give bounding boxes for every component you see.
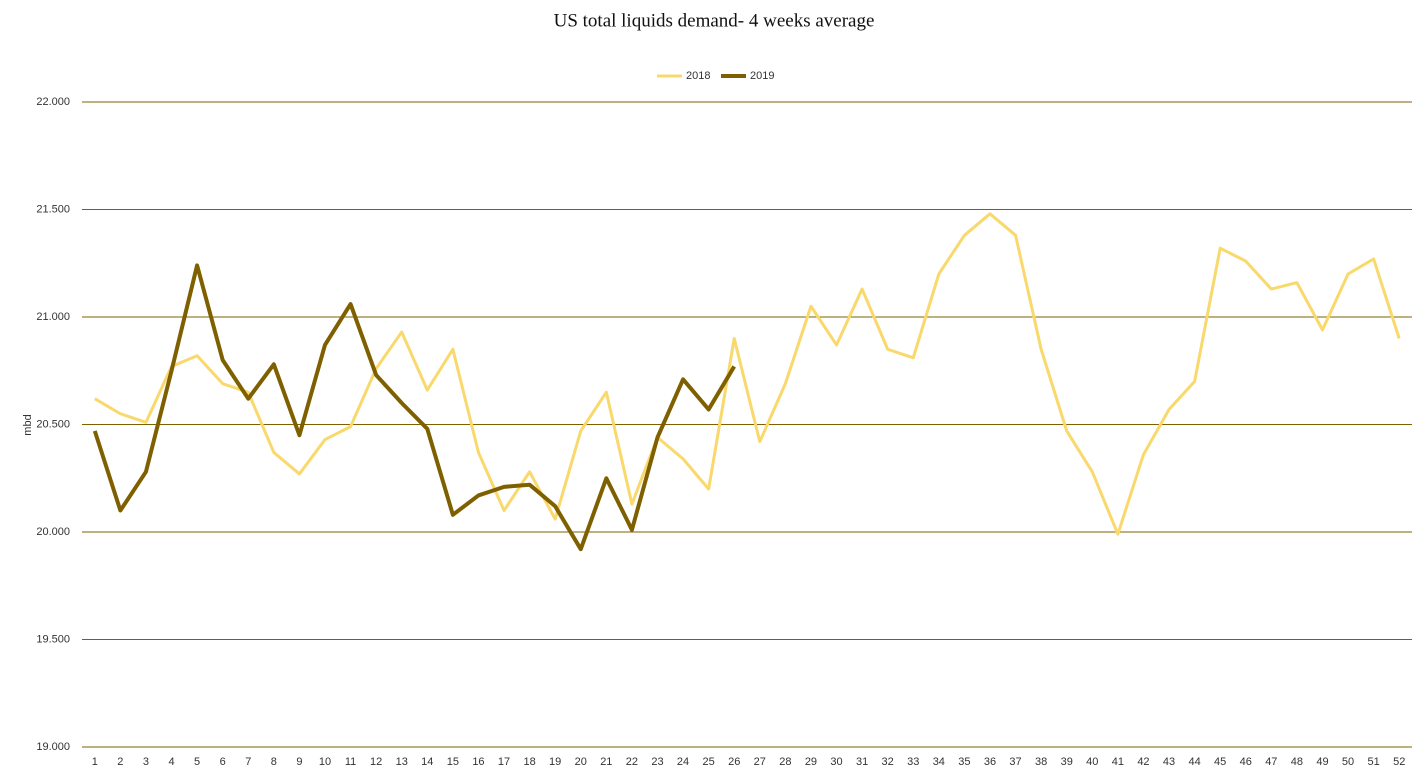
x-tick-label: 20 <box>575 756 587 768</box>
x-tick-label: 16 <box>472 756 484 768</box>
x-tick-label: 39 <box>1061 756 1073 768</box>
x-tick-label: 43 <box>1163 756 1175 768</box>
x-tick-label: 30 <box>830 756 842 768</box>
x-tick-label: 31 <box>856 756 868 768</box>
x-tick-label: 8 <box>271 756 277 768</box>
x-tick-label: 44 <box>1188 756 1200 768</box>
y-tick-label: 20.000 <box>36 526 70 538</box>
x-tick-label: 40 <box>1086 756 1098 768</box>
x-tick-label: 28 <box>779 756 791 768</box>
x-tick-label: 15 <box>447 756 459 768</box>
y-tick-label: 21.000 <box>36 311 70 323</box>
x-tick-label: 5 <box>194 756 200 768</box>
x-tick-label: 21 <box>600 756 612 768</box>
x-tick-label: 24 <box>677 756 689 768</box>
x-tick-label: 36 <box>984 756 996 768</box>
x-tick-label: 42 <box>1137 756 1149 768</box>
y-tick-label: 22.000 <box>36 96 70 108</box>
x-tick-label: 10 <box>319 756 331 768</box>
x-tick-label: 19 <box>549 756 561 768</box>
y-tick-label: 20.500 <box>36 418 70 430</box>
x-tick-label: 7 <box>245 756 251 768</box>
x-tick-label: 32 <box>882 756 894 768</box>
x-tick-label: 11 <box>345 756 356 768</box>
x-tick-label: 29 <box>805 756 817 768</box>
x-tick-label: 51 <box>1368 756 1380 768</box>
x-tick-label: 27 <box>754 756 766 768</box>
x-tick-label: 46 <box>1240 756 1252 768</box>
x-tick-label: 52 <box>1393 756 1405 768</box>
x-tick-label: 37 <box>1009 756 1021 768</box>
x-tick-label: 13 <box>396 756 408 768</box>
x-tick-label: 49 <box>1316 756 1328 768</box>
x-tick-label: 2 <box>117 756 123 768</box>
series-line <box>94 212 1401 536</box>
series-line <box>92 263 736 552</box>
x-tick-label: 48 <box>1291 756 1303 768</box>
y-tick-label: 21.500 <box>36 203 70 215</box>
y-axis-label: mbd <box>22 414 34 435</box>
legend-label: 2018 <box>686 70 710 82</box>
x-tick-label: 38 <box>1035 756 1047 768</box>
y-tick-label: 19.000 <box>36 741 70 753</box>
x-tick-label: 34 <box>933 756 945 768</box>
x-tick-label: 12 <box>370 756 382 768</box>
x-tick-label: 18 <box>523 756 535 768</box>
x-tick-label: 4 <box>168 756 174 768</box>
x-tick-label: 41 <box>1112 756 1124 768</box>
x-tick-label: 23 <box>651 756 663 768</box>
x-tick-label: 9 <box>296 756 302 768</box>
x-tick-label: 6 <box>220 756 226 768</box>
y-tick-label: 19.500 <box>36 633 70 645</box>
chart-title: US total liquids demand- 4 weeks average <box>554 10 875 31</box>
x-tick-label: 35 <box>958 756 970 768</box>
x-tick-label: 14 <box>421 756 433 768</box>
x-tick-label: 25 <box>703 756 715 768</box>
x-tick-label: 17 <box>498 756 510 768</box>
x-tick-label: 1 <box>92 756 98 768</box>
x-tick-label: 3 <box>143 756 149 768</box>
x-tick-label: 45 <box>1214 756 1226 768</box>
x-tick-label: 33 <box>907 756 919 768</box>
x-tick-label: 50 <box>1342 756 1354 768</box>
legend-label: 2019 <box>750 70 774 82</box>
x-tick-label: 47 <box>1265 756 1277 768</box>
x-tick-label: 22 <box>626 756 638 768</box>
x-tick-label: 26 <box>728 756 740 768</box>
